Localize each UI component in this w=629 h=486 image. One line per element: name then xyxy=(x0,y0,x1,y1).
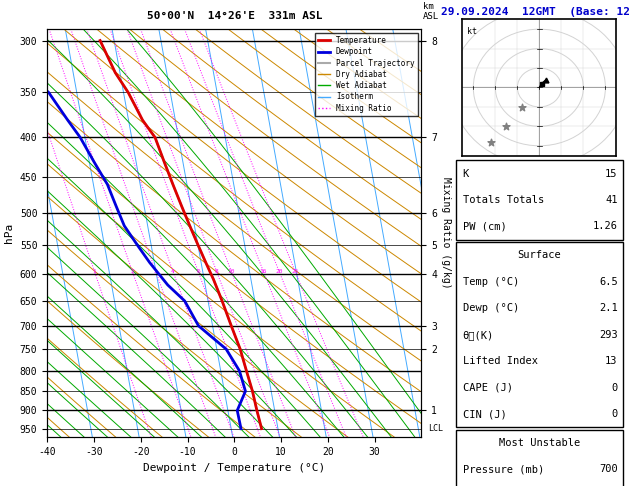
Text: 10: 10 xyxy=(228,269,235,274)
Text: 700: 700 xyxy=(599,465,618,474)
Text: 4: 4 xyxy=(171,269,175,274)
Text: CIN (J): CIN (J) xyxy=(463,409,506,419)
Text: θᴇ(K): θᴇ(K) xyxy=(463,330,494,340)
Text: 6: 6 xyxy=(196,269,200,274)
Legend: Temperature, Dewpoint, Parcel Trajectory, Dry Adiabat, Wet Adiabat, Isotherm, Mi: Temperature, Dewpoint, Parcel Trajectory… xyxy=(315,33,418,116)
Text: 13: 13 xyxy=(605,356,618,366)
Text: 25: 25 xyxy=(291,269,299,274)
Text: Temp (°C): Temp (°C) xyxy=(463,277,519,287)
Text: kt: kt xyxy=(467,27,477,36)
Text: Surface: Surface xyxy=(518,250,561,260)
Text: 15: 15 xyxy=(605,169,618,178)
Bar xyxy=(456,430,623,486)
X-axis label: Dewpoint / Temperature (°C): Dewpoint / Temperature (°C) xyxy=(143,463,325,473)
Text: 16: 16 xyxy=(260,269,267,274)
Text: LCL: LCL xyxy=(428,424,443,433)
Bar xyxy=(456,160,623,240)
Text: 2.1: 2.1 xyxy=(599,303,618,313)
Text: Totals Totals: Totals Totals xyxy=(463,195,544,205)
Text: Dewp (°C): Dewp (°C) xyxy=(463,303,519,313)
Y-axis label: hPa: hPa xyxy=(4,223,14,243)
Y-axis label: Mixing Ratio (g/kg): Mixing Ratio (g/kg) xyxy=(441,177,451,289)
Text: Most Unstable: Most Unstable xyxy=(499,438,580,448)
Text: 50°00'N  14°26'E  331m ASL: 50°00'N 14°26'E 331m ASL xyxy=(147,11,322,21)
Text: Pressure (mb): Pressure (mb) xyxy=(463,465,544,474)
Text: PW (cm): PW (cm) xyxy=(463,222,506,231)
Text: 41: 41 xyxy=(605,195,618,205)
Text: 1: 1 xyxy=(92,269,96,274)
Text: 8: 8 xyxy=(214,269,218,274)
Text: 1.26: 1.26 xyxy=(593,222,618,231)
Text: 0: 0 xyxy=(611,382,618,393)
Text: km
ASL: km ASL xyxy=(423,1,440,21)
Text: 3: 3 xyxy=(153,269,157,274)
Text: 293: 293 xyxy=(599,330,618,340)
Text: 29.09.2024  12GMT  (Base: 12): 29.09.2024 12GMT (Base: 12) xyxy=(442,7,629,17)
Bar xyxy=(456,242,623,427)
Text: 0: 0 xyxy=(611,409,618,419)
Text: 2: 2 xyxy=(130,269,134,274)
Text: Lifted Index: Lifted Index xyxy=(463,356,538,366)
Text: K: K xyxy=(463,169,469,178)
Text: CAPE (J): CAPE (J) xyxy=(463,382,513,393)
Text: 6.5: 6.5 xyxy=(599,277,618,287)
Text: 20: 20 xyxy=(276,269,282,274)
